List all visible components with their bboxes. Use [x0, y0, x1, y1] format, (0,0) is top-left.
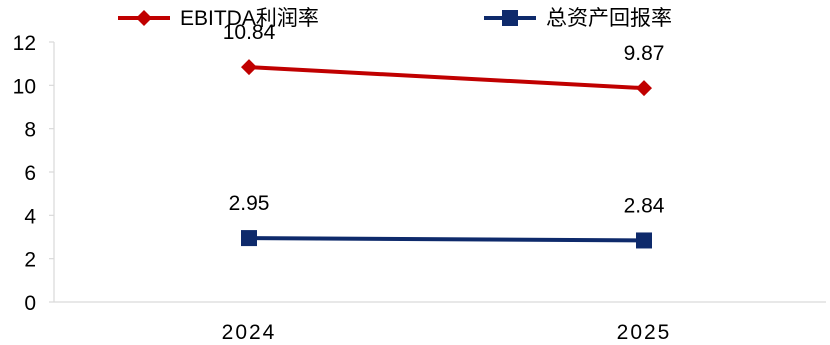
- x-axis-ticks: 2024 2025: [222, 321, 672, 344]
- legend-swatch-marker: [502, 10, 518, 26]
- data-point-marker: [636, 80, 652, 97]
- series-layer: 10.84 9.87 2.95 2.84: [223, 21, 665, 249]
- axes: [53, 42, 826, 303]
- series-roa: 2.95 2.84: [229, 192, 665, 249]
- series-ebitda-margin: 10.84 9.87: [223, 21, 665, 97]
- data-label: 2.84: [624, 194, 665, 217]
- legend-swatch-marker: [136, 10, 152, 26]
- y-tick-label: 8: [24, 119, 36, 142]
- y-tick-label: 6: [24, 162, 36, 185]
- legend: EBITDA利润率 总资产回报率: [118, 7, 672, 30]
- x-tick-label: 2025: [617, 321, 672, 344]
- y-tick-label: 4: [24, 205, 36, 228]
- legend-item: EBITDA利润率: [118, 7, 319, 30]
- data-label: 10.84: [223, 21, 276, 44]
- data-point-marker: [241, 59, 257, 76]
- legend-label: EBITDA利润率: [180, 7, 319, 30]
- y-tick-label: 10: [13, 75, 36, 98]
- legend-label: 总资产回报率: [546, 7, 672, 30]
- series-line: [248, 65, 645, 91]
- legend-item: 总资产回报率: [484, 7, 672, 30]
- x-tick-label: 2024: [222, 321, 277, 344]
- y-tick-label: 12: [13, 32, 36, 55]
- data-label: 2.95: [229, 192, 270, 215]
- y-tick-label: 0: [24, 292, 36, 315]
- y-axis-ticks: 0 2 4 6 8 10 12: [13, 32, 54, 315]
- data-label: 9.87: [624, 42, 665, 65]
- data-point-marker: [241, 230, 257, 247]
- series-line: [248, 236, 645, 243]
- y-tick-label: 2: [24, 249, 36, 272]
- data-point-marker: [636, 232, 652, 249]
